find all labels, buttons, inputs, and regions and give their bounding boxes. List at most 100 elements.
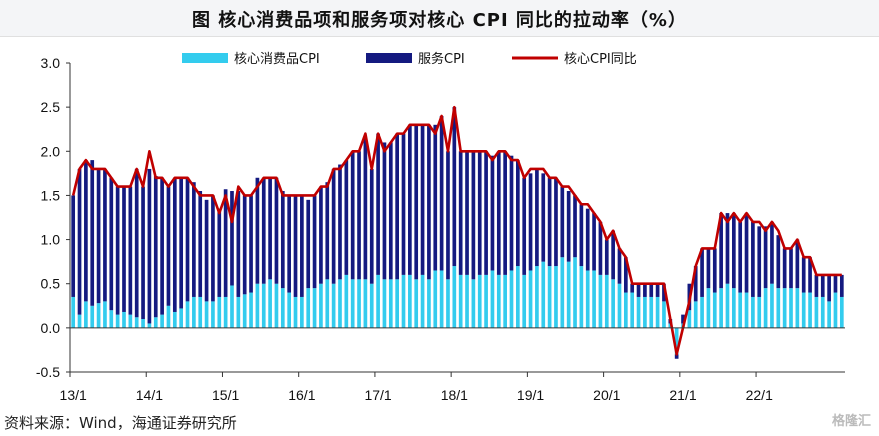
bar-goods [490,270,495,328]
bar-goods [306,288,311,328]
bar-services [414,124,419,280]
bar-services [319,186,323,284]
chart-area: 3.0 2.5 2.0 1.5 1.0 0.5 0.0 -0.513/1 14/1 15/1 16/… [36,51,845,403]
bar-goods [96,303,101,328]
bar-goods [90,305,95,328]
legend-swatch-goods [182,53,228,63]
bar-goods [833,292,838,328]
chart-title: 图 核心消费品项和服务项对核心 CPI 同比的拉动率（%） [192,10,687,31]
y-tick-label: 2.0 [41,143,61,159]
bar-goods [433,270,438,328]
bar-goods [789,288,793,328]
bar-goods [401,274,406,328]
bar-services [839,274,844,297]
bar-goods [503,274,507,328]
bar-goods [115,314,120,328]
bar-goods [300,296,304,328]
bar-goods [655,296,660,328]
x-tick-label: 13/1 [60,387,87,403]
legend-label: 核心CPI同比 [564,52,637,67]
legend: 核心消费品CPI 服务CPI 核心CPI同比 [182,51,637,67]
bar-goods [458,274,463,328]
bar-services [223,189,228,297]
bar-goods [731,288,736,328]
bar-goods [160,314,164,328]
bar-goods [776,288,781,328]
bar-services [382,142,387,280]
bar-services [172,177,177,312]
bar-services [585,208,590,271]
bar-goods [827,301,831,328]
bar-services [369,168,374,284]
bar-goods [566,261,571,328]
bar-services [452,107,457,267]
bar-services [693,266,698,302]
bar-services [814,274,819,297]
bar-goods [623,292,628,328]
bar-goods [280,288,285,328]
bar-services [763,226,768,289]
bar-goods [757,296,762,328]
bar-services [801,257,806,293]
bar-services [719,213,723,289]
bar-services [274,177,279,284]
bar-services [433,124,438,271]
bar-goods [662,301,666,328]
bar-goods [808,292,812,328]
bar-goods [192,296,196,328]
bar-goods [223,296,228,328]
bar-goods [738,292,743,328]
bar-goods [204,301,209,328]
x-tick-label: 17/1 [364,387,391,403]
bar-goods [573,257,577,328]
bar-services [751,221,755,297]
bar-goods [134,317,139,328]
bar-services [363,138,368,280]
bar-services [236,191,241,297]
x-tick-label: 16/1 [288,387,315,403]
bar-services [541,173,546,262]
bar-services [477,151,482,275]
title-bar [0,0,879,37]
y-tick-label: 0.5 [41,276,61,292]
bar-services [522,177,527,275]
bar-goods [369,283,374,328]
bar-services [306,199,311,289]
bar-services [268,177,272,280]
bar-services [503,151,507,275]
bar-goods [719,288,723,328]
bar-goods [484,274,488,328]
bar-goods [344,274,349,328]
bar-services [211,195,215,302]
bar-goods [268,279,272,328]
bar-goods [211,301,215,328]
bar-goods [420,274,425,328]
bar-services [115,186,120,315]
bar-goods [471,279,476,328]
bar-goods [293,296,298,328]
bar-services [198,191,203,297]
bar-services [96,168,101,304]
bar-services [681,314,685,324]
bars-layer [71,107,844,359]
bar-goods [693,301,698,328]
bar-goods [338,279,342,328]
bar-goods [516,266,520,328]
bar-goods [414,279,419,328]
bar-services [744,213,749,293]
bar-goods [706,288,711,328]
bar-goods [166,305,171,328]
bar-goods [604,274,609,328]
bar-services [325,182,330,280]
bar-goods [350,279,355,328]
bar-services [217,208,222,297]
bar-services [636,283,641,297]
bar-services [509,155,514,271]
bar-goods [103,301,107,328]
bar-services [496,151,501,275]
bar-services [820,274,825,297]
bar-services [757,226,762,297]
bar-goods [325,279,330,328]
bar-goods [839,296,844,328]
bar-goods [109,310,114,328]
